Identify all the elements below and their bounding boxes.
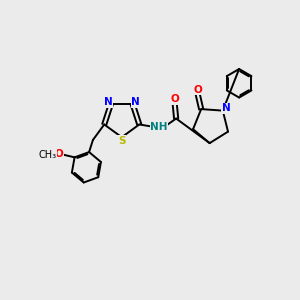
Text: N: N <box>131 98 140 107</box>
Text: NH: NH <box>151 122 168 132</box>
Text: O: O <box>55 149 64 159</box>
Text: O: O <box>170 94 179 104</box>
Text: CH₃: CH₃ <box>39 150 57 160</box>
Text: N: N <box>222 103 231 113</box>
Text: S: S <box>118 136 125 146</box>
Text: O: O <box>193 85 202 95</box>
Text: N: N <box>103 98 112 107</box>
